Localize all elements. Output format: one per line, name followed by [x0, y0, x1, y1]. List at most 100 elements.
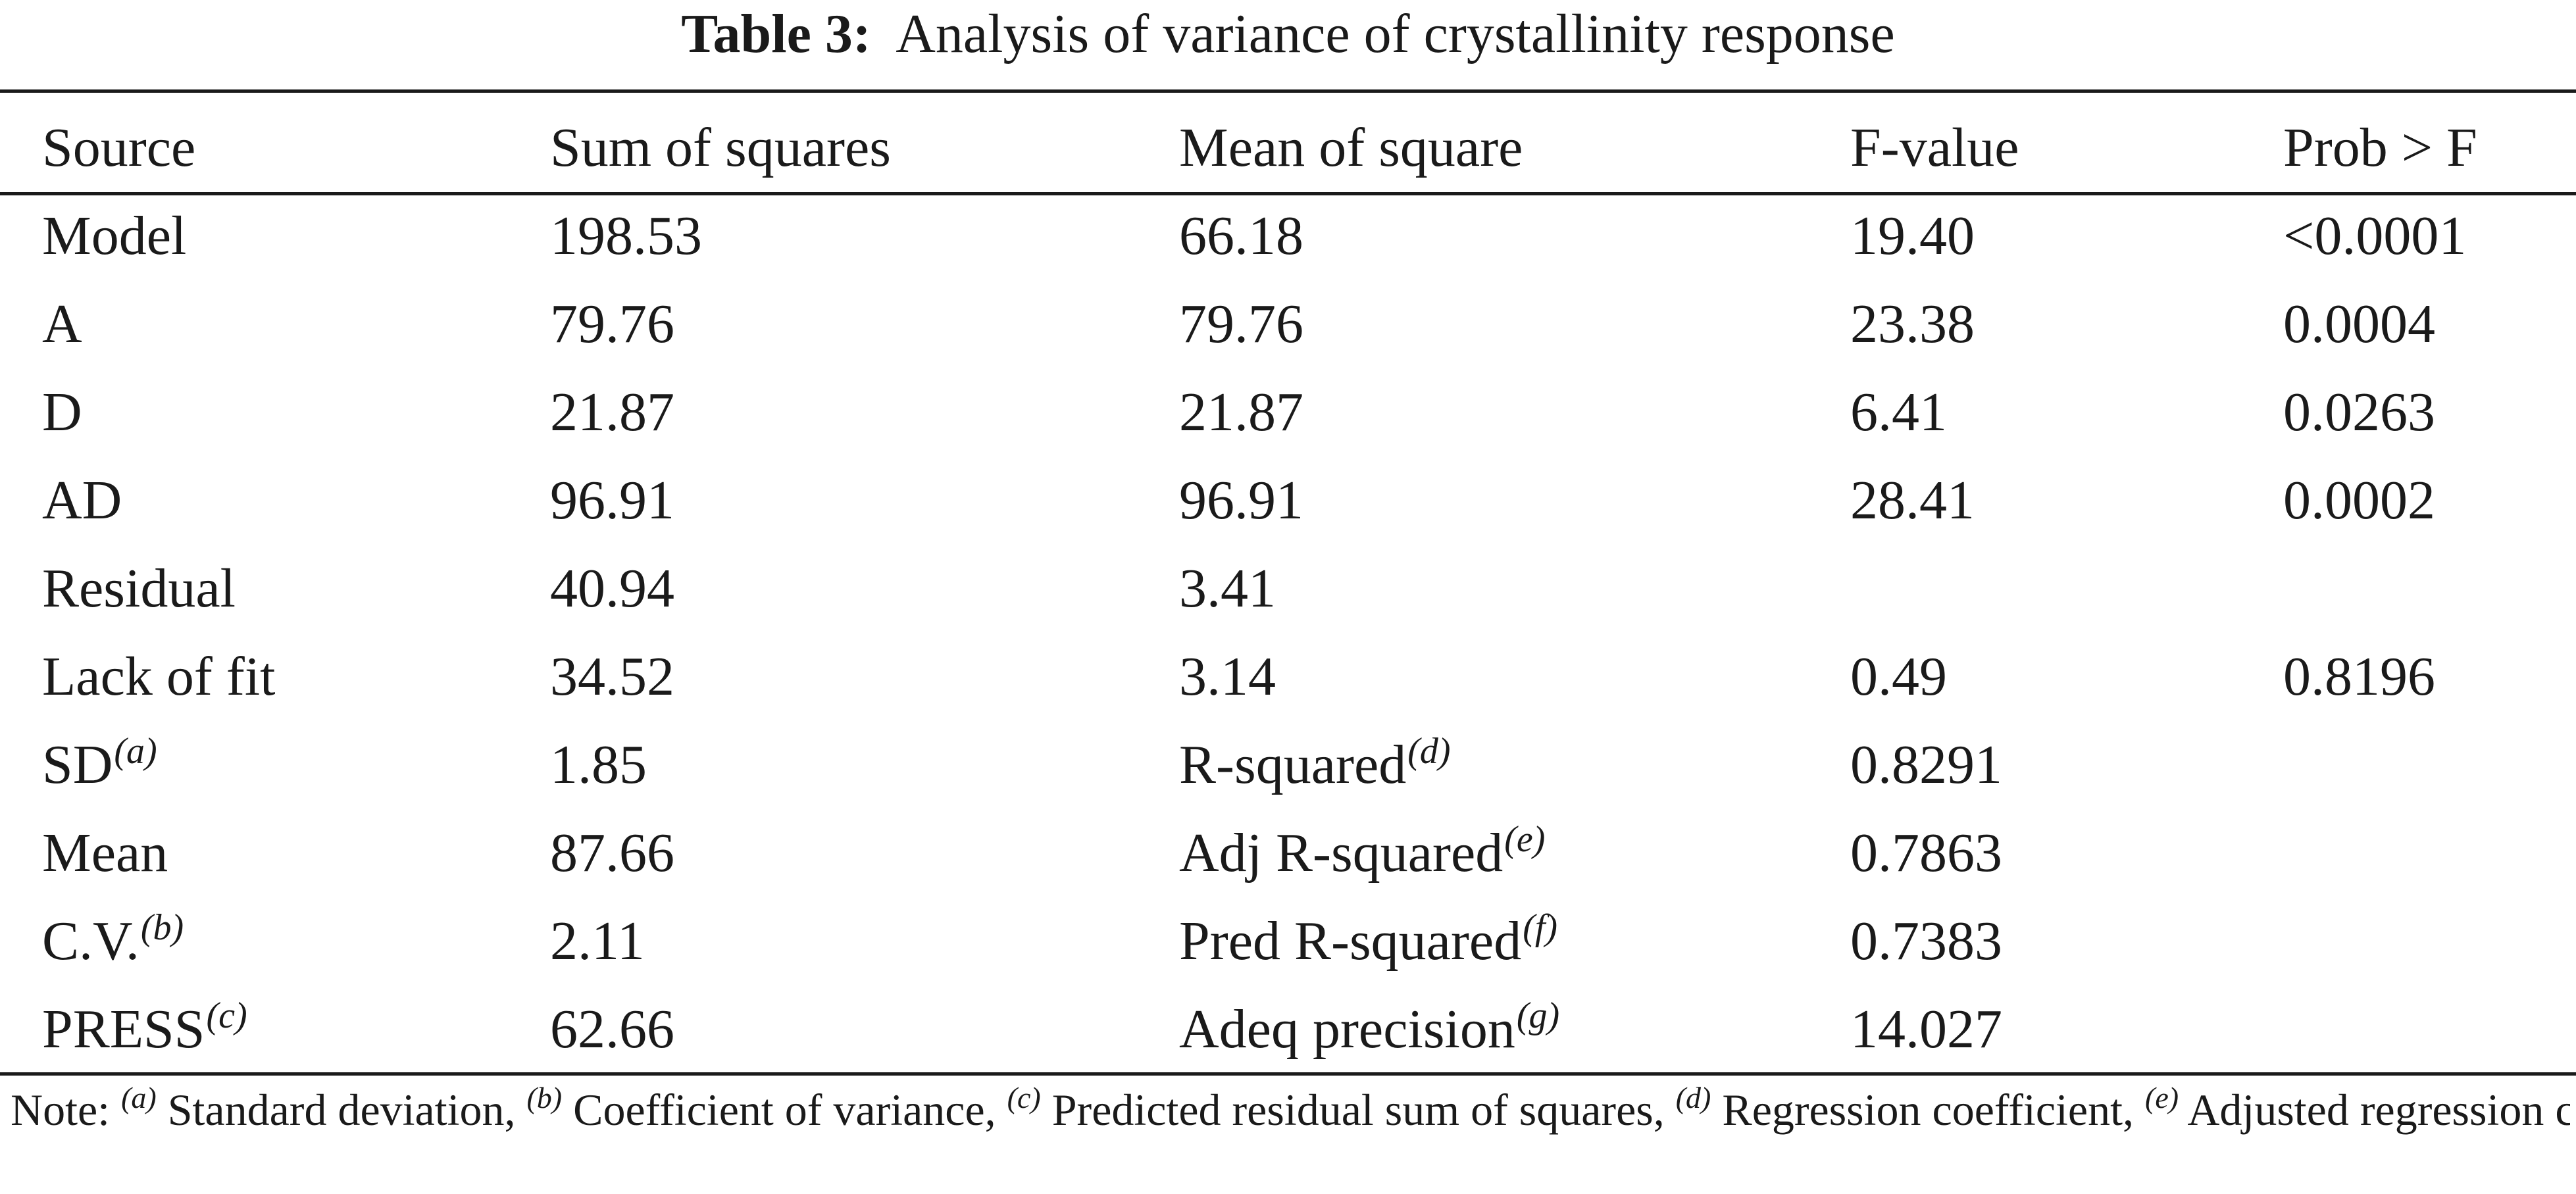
cell-sum-of-squares-text: 198.53: [550, 205, 702, 266]
cell-source-text: A: [42, 293, 82, 355]
note-text: Adjusted regression coefficient,: [2187, 1085, 2570, 1135]
cell-sum-of-squares: 198.53: [550, 192, 702, 280]
cell-sum-of-squares: 96.91: [550, 457, 674, 545]
cell-sum-of-squares: 34.52: [550, 633, 674, 721]
cell-f-value: 23.38: [1850, 280, 1975, 368]
cell-source: Mean: [42, 809, 168, 897]
cell-source-text: SD: [42, 734, 113, 795]
cell-sum-of-squares: 62.66: [550, 985, 674, 1074]
cell-source: Residual: [42, 545, 236, 633]
cell-prob-f-text: 0.0002: [2283, 470, 2435, 531]
table-row: SD(a) 1.85 R-squared(d) 0.8291: [0, 721, 2576, 809]
table-caption-title: Analysis of variance of crystallinity re…: [896, 3, 1895, 64]
note-mark: (b): [526, 1081, 563, 1114]
cell-mean-of-square-text: 21.87: [1179, 382, 1303, 443]
note-text: Standard deviation,: [167, 1085, 516, 1135]
table-top-rule: [0, 89, 2576, 93]
cell-prob-f-text: <0.0001: [2283, 205, 2467, 266]
cell-sum-of-squares: 40.94: [550, 545, 674, 633]
note-mark: (c): [1007, 1081, 1041, 1114]
cell-mean-of-square-text: 96.91: [1179, 470, 1303, 531]
cell-mean-of-square-text: 3.41: [1179, 558, 1276, 619]
cell-f-value-text: 0.49: [1850, 646, 1947, 707]
cell-sum-of-squares-text: 87.66: [550, 822, 674, 883]
footnote-mark: (d): [1407, 731, 1451, 772]
note-text: Regression coefficient,: [1722, 1085, 2134, 1135]
footnote-mark: (e): [1504, 819, 1546, 860]
cell-source: Model: [42, 192, 186, 280]
cell-mean-of-square: 66.18: [1179, 192, 1303, 280]
note-text: Coefficient of variance,: [573, 1085, 996, 1135]
footnote-mark: (b): [140, 907, 184, 948]
cell-sum-of-squares-text: 96.91: [550, 470, 674, 531]
cell-sum-of-squares-text: 2.11: [550, 910, 645, 972]
cell-source-text: PRESS: [42, 999, 205, 1060]
cell-sum-of-squares: 79.76: [550, 280, 674, 368]
footnote-mark: (g): [1516, 995, 1560, 1036]
cell-mean-of-square: Adj R-squared(e): [1179, 809, 1545, 897]
cell-f-value-text: 0.8291: [1850, 734, 2002, 795]
cell-source-text: Model: [42, 205, 187, 266]
table-header-rule: [0, 192, 2576, 195]
cell-source-text: AD: [42, 470, 122, 531]
cell-source-text: Mean: [42, 822, 168, 883]
cell-source-text: C.V.: [42, 910, 139, 972]
cell-prob-f-text: 0.0263: [2283, 382, 2435, 443]
table-row: Model 198.53 66.18 19.40 <0.0001: [0, 192, 2576, 280]
cell-source-text: Residual: [42, 558, 236, 619]
table-caption-label: Table 3:: [681, 3, 871, 64]
cell-sum-of-squares-text: 21.87: [550, 382, 674, 443]
cell-f-value-text: 19.40: [1850, 205, 1975, 266]
cell-prob-f-text: 0.8196: [2283, 646, 2435, 707]
cell-mean-of-square-text: 79.76: [1179, 293, 1303, 355]
cell-mean-of-square: 3.14: [1179, 633, 1276, 721]
table-bottom-rule: [0, 1072, 2576, 1076]
cell-mean-of-square-text: Pred R-squared: [1179, 910, 1522, 972]
cell-f-value: 19.40: [1850, 192, 1975, 280]
table-row: PRESS(c) 62.66 Adeq precision(g) 14.027: [0, 985, 2576, 1074]
cell-source: Lack of fit: [42, 633, 276, 721]
cell-source: AD: [42, 457, 122, 545]
note-mark: (d): [1675, 1081, 1711, 1114]
cell-sum-of-squares-text: 34.52: [550, 646, 674, 707]
cell-f-value: 0.8291: [1850, 721, 2002, 809]
cell-f-value: 0.49: [1850, 633, 1947, 721]
cell-f-value-text: 14.027: [1850, 999, 2002, 1060]
cell-mean-of-square-text: R-squared: [1179, 734, 1407, 795]
cell-mean-of-square: Pred R-squared(f): [1179, 897, 1557, 985]
cell-source: A: [42, 280, 82, 368]
table-row: Mean 87.66 Adj R-squared(e) 0.7863: [0, 809, 2576, 897]
cell-source: D: [42, 368, 82, 457]
table-row: Lack of fit 34.52 3.14 0.49 0.8196: [0, 633, 2576, 721]
cell-mean-of-square-text: 3.14: [1179, 646, 1276, 707]
cell-mean-of-square: Adeq precision(g): [1179, 985, 1559, 1074]
cell-sum-of-squares-text: 62.66: [550, 999, 674, 1060]
table-row: A 79.76 79.76 23.38 0.0004: [0, 280, 2576, 368]
cell-sum-of-squares-text: 79.76: [550, 293, 674, 355]
cell-mean-of-square-text: 66.18: [1179, 205, 1303, 266]
header-sum-of-squares: Sum of squares: [550, 117, 891, 178]
cell-sum-of-squares: 87.66: [550, 809, 674, 897]
cell-prob-f: 0.0002: [2283, 457, 2435, 545]
cell-sum-of-squares: 21.87: [550, 368, 674, 457]
table-row: AD 96.91 96.91 28.41 0.0002: [0, 457, 2576, 545]
footnote-mark: (f): [1523, 907, 1558, 948]
cell-prob-f: 0.8196: [2283, 633, 2435, 721]
cell-f-value-text: 6.41: [1850, 382, 1947, 443]
cell-mean-of-square: 21.87: [1179, 368, 1303, 457]
cell-source-text: Lack of fit: [42, 646, 276, 707]
note-mark: (e): [2145, 1081, 2179, 1114]
footnote-mark: (c): [206, 995, 247, 1036]
cell-sum-of-squares-text: 1.85: [550, 734, 647, 795]
cell-sum-of-squares: 2.11: [550, 897, 645, 985]
table-header-row: Source Sum of squares Mean of square F-v…: [0, 104, 2576, 192]
cell-mean-of-square: R-squared(d): [1179, 721, 1451, 809]
table-caption: Table 3: Analysis of variance of crystal…: [0, 0, 2576, 68]
header-f-value: F-value: [1850, 117, 2019, 178]
header-mean-of-square: Mean of square: [1179, 117, 1523, 178]
cell-mean-of-square-text: Adeq precision: [1179, 999, 1515, 1060]
note-mark: (a): [121, 1081, 157, 1114]
cell-prob-f: <0.0001: [2283, 192, 2466, 280]
table-row: C.V.(b) 2.11 Pred R-squared(f) 0.7383: [0, 897, 2576, 985]
cell-mean-of-square-text: Adj R-squared: [1179, 822, 1503, 883]
